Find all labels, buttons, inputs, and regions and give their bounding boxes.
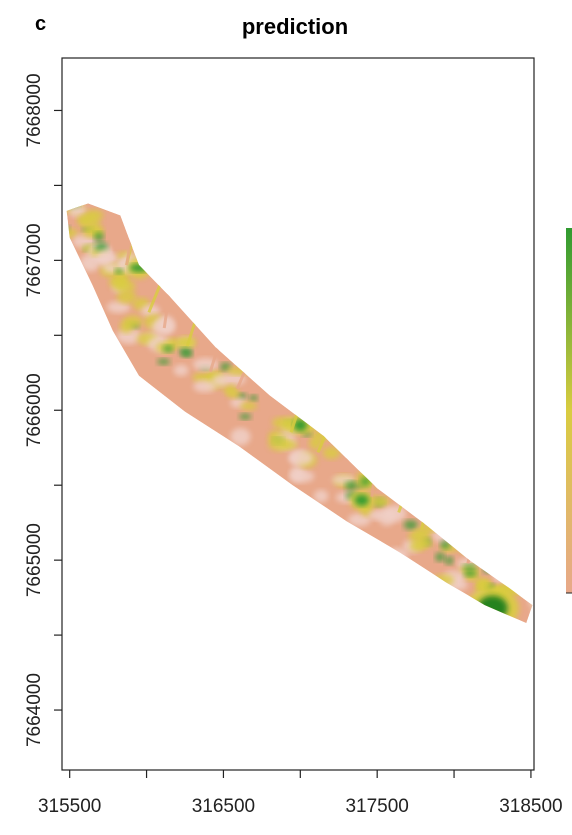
mid-value-patch <box>414 538 433 549</box>
low-value-patch <box>288 451 314 466</box>
high-value-patch <box>66 225 70 233</box>
mid-value-patch <box>80 214 100 230</box>
mid-value-patch <box>268 435 290 451</box>
hotspot <box>293 419 308 432</box>
high-value-patch <box>239 413 252 420</box>
low-value-patch <box>473 608 492 618</box>
mid-value-patch <box>457 538 480 553</box>
low-value-patch <box>289 470 315 483</box>
low-value-patch <box>313 489 329 503</box>
edge-comb-line <box>162 291 171 329</box>
high-value-patch <box>483 564 494 574</box>
high-value-patch <box>435 552 445 562</box>
legend-color-ramp <box>566 228 572 593</box>
hotspot <box>354 494 369 507</box>
mid-value-patch <box>371 495 390 508</box>
high-value-patch <box>345 481 357 491</box>
mid-value-patch <box>177 336 197 347</box>
high-value-patch <box>157 358 171 365</box>
high-value-patch <box>67 203 80 204</box>
mid-value-patch <box>408 530 424 542</box>
low-value-patch <box>96 250 113 267</box>
x-tick-label: 318500 <box>499 796 562 817</box>
mid-value-patch <box>433 574 454 586</box>
mid-value-patch <box>424 520 441 532</box>
hotspot <box>129 263 149 273</box>
low-value-patch <box>496 571 519 582</box>
low-value-patch <box>106 301 130 313</box>
low-value-patch <box>230 428 251 446</box>
mid-value-patch <box>192 372 209 383</box>
low-value-patch <box>348 513 371 527</box>
high-value-patch <box>535 594 545 602</box>
mid-value-patch <box>240 401 257 411</box>
high-value-patch <box>66 203 67 206</box>
hotspot <box>477 595 508 621</box>
high-value-patch <box>249 394 258 402</box>
high-value-patch <box>114 268 124 275</box>
high-value-patch <box>94 242 108 252</box>
edge-comb-line <box>466 534 477 564</box>
high-value-patch <box>179 347 192 356</box>
mid-value-patch <box>119 320 133 334</box>
mid-value-patch <box>522 588 533 597</box>
low-value-patch <box>528 592 533 610</box>
high-value-patch <box>163 345 174 353</box>
y-tick-label: 7668000 <box>24 73 45 147</box>
mid-value-patch <box>66 228 79 239</box>
low-value-patch <box>384 505 407 522</box>
mid-value-patch <box>115 279 136 293</box>
y-axis: 7664000 7665000 7666000 7667000 7668000 <box>24 73 62 747</box>
mid-value-patch <box>507 580 525 595</box>
panel-letter: c <box>35 13 46 35</box>
low-value-patch <box>492 571 513 583</box>
color-legend <box>566 228 572 594</box>
raster-layer <box>66 203 550 624</box>
high-value-patch <box>94 232 104 242</box>
high-value-patch <box>403 520 418 530</box>
low-value-patch <box>173 364 189 376</box>
low-value-patch <box>432 528 453 543</box>
mid-value-patch <box>462 545 480 555</box>
y-tick-label: 7664000 <box>24 673 45 747</box>
edge-comb-line <box>397 478 412 513</box>
high-value-patch <box>440 540 451 550</box>
plot-title: prediction <box>242 14 348 39</box>
high-value-patch <box>464 569 477 577</box>
plot-frame <box>61 57 535 771</box>
high-value-patch <box>462 564 477 570</box>
prediction-extent <box>66 203 533 624</box>
low-value-patch <box>535 599 550 611</box>
y-tick-label: 7666000 <box>24 373 45 447</box>
edge-comb-line <box>147 283 162 313</box>
high-value-patch <box>445 556 454 565</box>
low-value-patch <box>212 374 228 387</box>
y-tick-label: 7665000 <box>24 523 45 597</box>
x-tick-label: 315500 <box>38 796 101 817</box>
x-axis: 315500 316500 317500 318500 <box>38 770 563 817</box>
x-tick-label: 316500 <box>192 796 255 817</box>
mid-value-patch <box>322 446 341 460</box>
mid-value-patch <box>226 389 240 399</box>
low-value-patch <box>116 328 142 344</box>
mid-value-patch <box>513 585 532 595</box>
x-tick-label: 317500 <box>345 796 408 817</box>
high-value-patch <box>360 476 371 487</box>
y-tick-label: 7667000 <box>24 223 45 297</box>
mid-value-patch <box>116 290 137 304</box>
low-value-patch <box>386 548 408 564</box>
low-value-patch <box>193 380 217 393</box>
